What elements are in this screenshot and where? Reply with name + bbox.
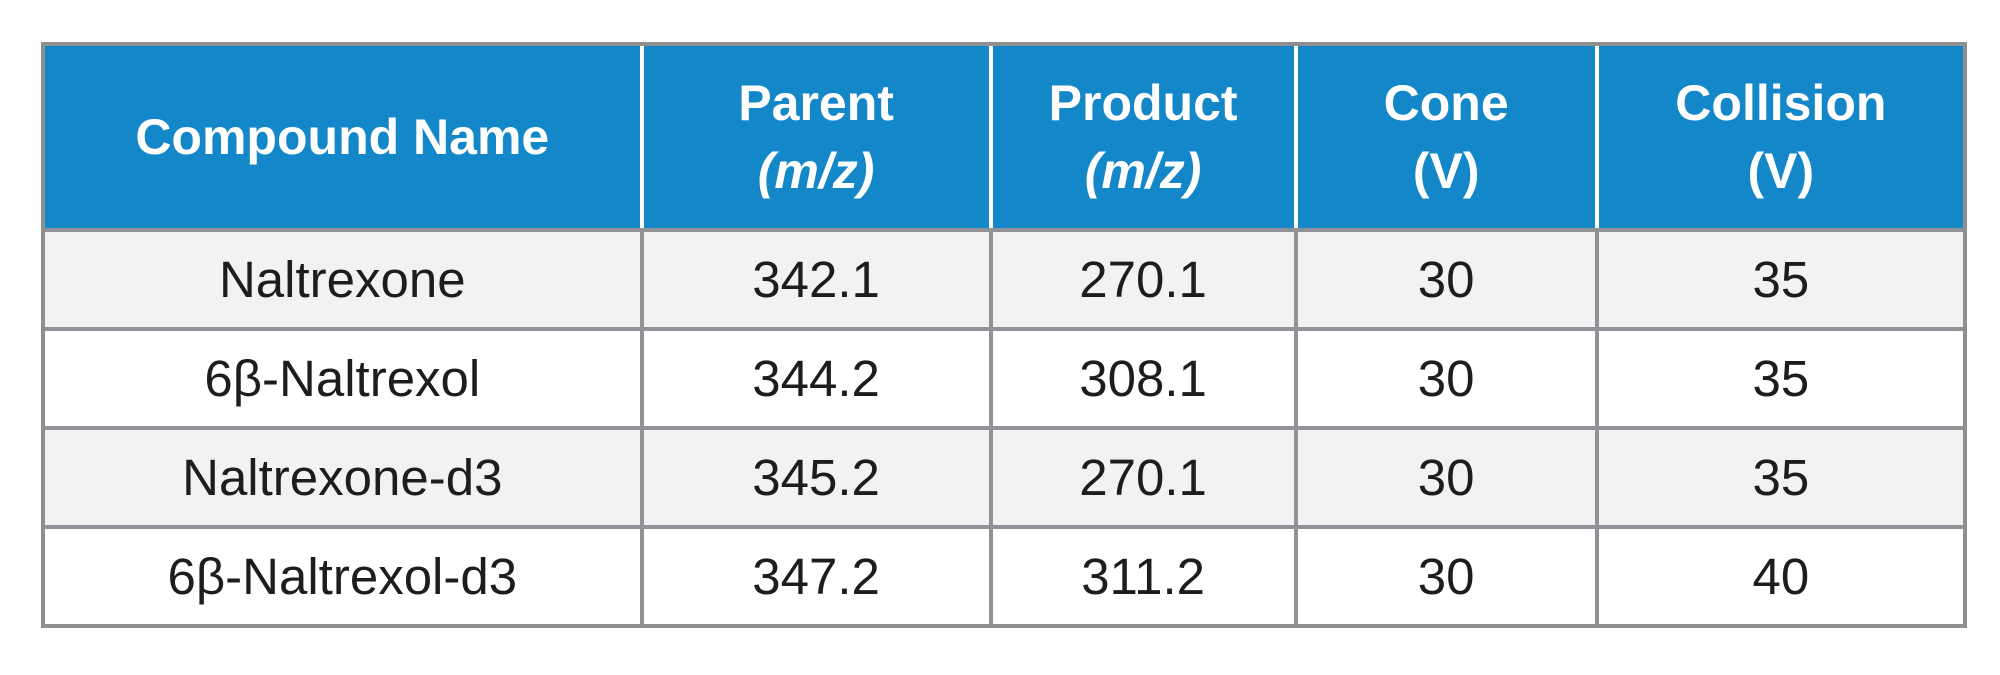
- cell-collision-v: 35: [1594, 228, 1963, 327]
- cell-parent-mz: 345.2: [639, 426, 989, 525]
- cell-compound-name: Naltrexone: [45, 228, 640, 327]
- header-label: Product: [1048, 74, 1238, 131]
- cell-parent-mz: 344.2: [639, 327, 989, 426]
- cell-product-mz: 270.1: [988, 228, 1294, 327]
- cell-cone-v: 30: [1293, 525, 1595, 624]
- column-header-compound-name: Compound Name: [45, 46, 640, 228]
- cell-parent-mz: 347.2: [639, 525, 989, 624]
- cell-collision-v: 40: [1594, 525, 1963, 624]
- cell-collision-v: 35: [1594, 426, 1963, 525]
- cell-compound-name: 6β-Naltrexol: [45, 327, 640, 426]
- table-row-naltrexone-d3: Naltrexone-d3 345.2 270.1 30 35: [45, 426, 1963, 525]
- header-label: Compound Name: [135, 108, 550, 165]
- table-row-6b-naltrexol: 6β-Naltrexol 344.2 308.1 30 35: [45, 327, 1963, 426]
- header-unit: (V): [1747, 143, 1815, 199]
- cell-compound-name: Naltrexone-d3: [45, 426, 640, 525]
- data-table: Compound Name Parent (m/z) Product (m/z): [45, 46, 1963, 624]
- cell-parent-mz: 342.1: [639, 228, 989, 327]
- cell-cone-v: 30: [1293, 228, 1595, 327]
- cell-compound-name: 6β-Naltrexol-d3: [45, 525, 640, 624]
- table-header: Compound Name Parent (m/z) Product (m/z): [45, 46, 1963, 228]
- cell-product-mz: 270.1: [988, 426, 1294, 525]
- table-body: Naltrexone 342.1 270.1 30 35 6β-Naltrexo…: [45, 228, 1963, 624]
- cell-cone-v: 30: [1293, 327, 1595, 426]
- ms-conditions-table: Compound Name Parent (m/z) Product (m/z): [41, 42, 1967, 628]
- header-label: Cone: [1383, 74, 1509, 131]
- header-row: Compound Name Parent (m/z) Product (m/z): [45, 46, 1963, 228]
- header-label: Parent: [738, 74, 894, 131]
- table-row-6b-naltrexol-d3: 6β-Naltrexol-d3 347.2 311.2 30 40: [45, 525, 1963, 624]
- column-header-collision-v: Collision (V): [1594, 46, 1963, 228]
- cell-product-mz: 311.2: [988, 525, 1294, 624]
- header-unit: (m/z): [757, 143, 875, 199]
- column-header-cone-v: Cone (V): [1293, 46, 1595, 228]
- header-label: Collision: [1675, 74, 1887, 131]
- cell-cone-v: 30: [1293, 426, 1595, 525]
- header-unit: (m/z): [1084, 143, 1202, 199]
- cell-product-mz: 308.1: [988, 327, 1294, 426]
- table-row-naltrexone: Naltrexone 342.1 270.1 30 35: [45, 228, 1963, 327]
- column-header-parent-mz: Parent (m/z): [639, 46, 989, 228]
- header-unit: (V): [1412, 143, 1480, 199]
- column-header-product-mz: Product (m/z): [988, 46, 1294, 228]
- cell-collision-v: 35: [1594, 327, 1963, 426]
